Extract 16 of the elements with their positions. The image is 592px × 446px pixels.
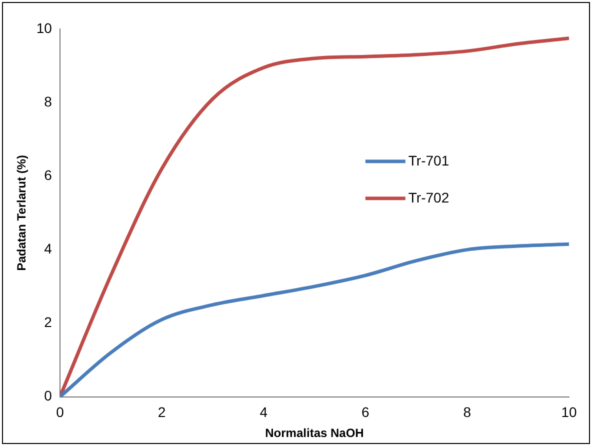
x-tick-label: 2 — [158, 404, 166, 420]
y-tick-label: 6 — [44, 166, 52, 183]
y-tick-label: 8 — [44, 93, 52, 110]
y-tick-label: 2 — [44, 314, 52, 330]
y-axis-title: Padatan Terlarut (%) — [14, 154, 29, 271]
x-axis-title: Normalitas NaOH — [265, 426, 364, 440]
x-tick-label: 10 — [561, 404, 577, 420]
x-tick-label: 4 — [260, 404, 268, 420]
x-tick-label: 6 — [361, 404, 370, 420]
x-tick-label: 8 — [463, 404, 472, 420]
legend-label: Tr-702 — [408, 189, 450, 206]
y-tick-label: 0 — [44, 388, 52, 404]
y-tick-label: 4 — [44, 240, 52, 257]
legend-label: Tr-701 — [408, 152, 450, 168]
x-tick-label: 0 — [56, 404, 64, 420]
y-tick-label: 10 — [36, 20, 52, 36]
